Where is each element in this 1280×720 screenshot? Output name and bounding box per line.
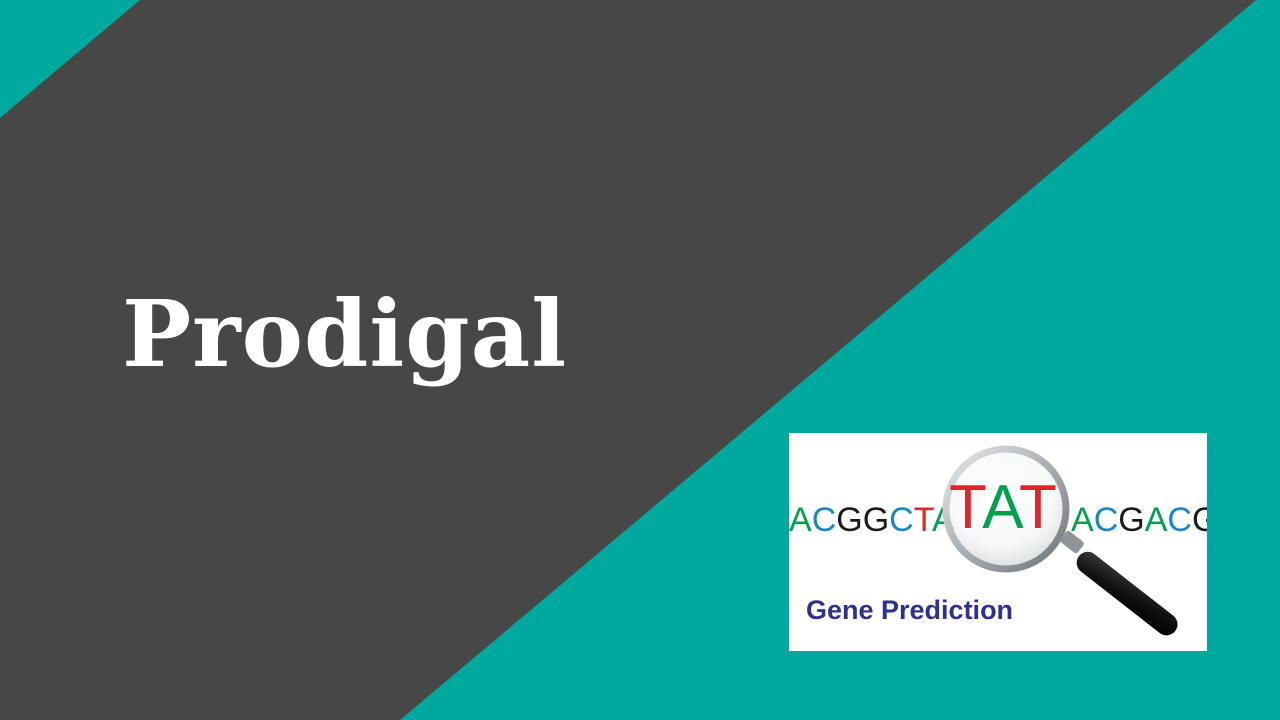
nucleotide-t: T [949,473,983,542]
card-caption: Gene Prediction [806,595,1014,625]
gene-prediction-image: ACGGCTA ACGACG TAT Gene Predicti [789,433,1207,651]
magnifying-glass-icon [942,445,1178,636]
nucleotide-c: C [889,501,914,539]
nucleotide-a: A [1144,501,1168,539]
nucleotide-c: C [811,501,837,539]
nucleotide-t: T [1019,473,1057,542]
nucleotide-t: T [913,501,932,539]
nucleotide-a: A [1071,501,1094,539]
slide-title: Prodigal [122,280,568,388]
dna-sequence-left: ACGGCTA [789,503,955,537]
nucleotide-c: C [1167,501,1192,539]
magnifier-handle [1076,551,1178,636]
nucleotide-g: G [1191,501,1207,539]
dna-sequence-right: ACGACG [1071,503,1207,537]
lens-neck [1060,530,1084,554]
lens-glass [948,451,1064,567]
nucleotide-g: G [836,501,863,539]
nucleotide-g: G [862,501,890,539]
dna-sequence-highlight: TAT [949,477,1057,539]
lens-rim [942,445,1070,573]
nucleotide-c: C [1093,501,1119,539]
nucleotide-a: A [982,473,1020,542]
nucleotide-a: A [789,501,812,539]
nucleotide-g: G [1118,501,1145,539]
